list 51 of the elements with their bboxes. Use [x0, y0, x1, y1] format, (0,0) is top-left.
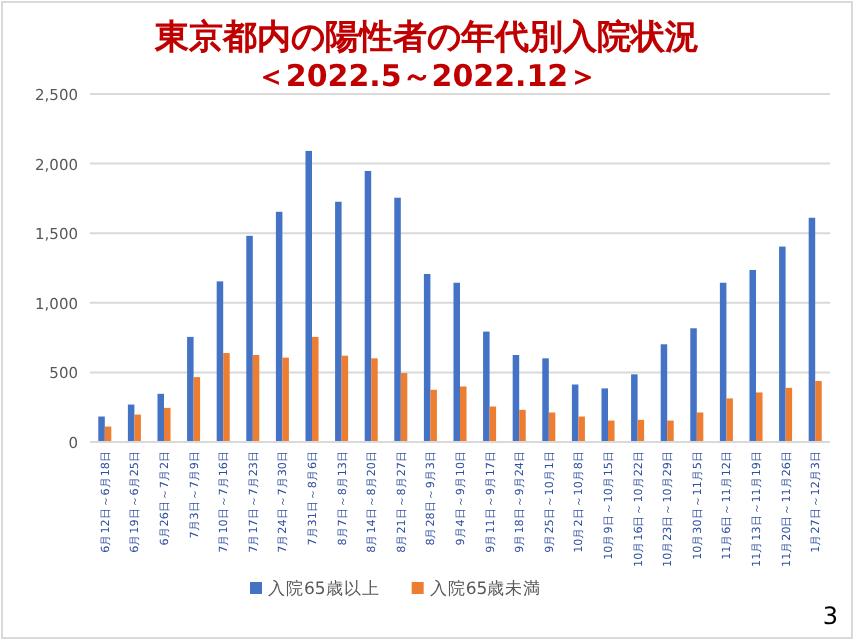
bar [571, 384, 579, 442]
bar [815, 381, 822, 442]
bar [223, 353, 230, 442]
bar [631, 374, 638, 442]
bar [430, 389, 437, 442]
bar [690, 328, 697, 442]
bar [423, 273, 431, 442]
bar [696, 412, 704, 442]
bar [749, 269, 756, 442]
bar [157, 393, 164, 442]
chart-subtitle: ＜2022.5～2022.12＞ [255, 58, 599, 94]
bar [460, 386, 467, 442]
legend-label: 入院65歳未満 [429, 578, 542, 600]
bar [779, 246, 786, 442]
bar [548, 412, 556, 442]
bar [578, 416, 585, 442]
bar [453, 282, 460, 442]
bar [216, 281, 224, 442]
bar [187, 336, 194, 442]
bar [512, 355, 520, 442]
chart-title: 東京都内の陽性者の年代別入院状況 [153, 18, 699, 58]
bar [608, 420, 615, 442]
bar [785, 387, 793, 442]
bar [134, 414, 141, 442]
bar [667, 420, 674, 442]
bar [282, 357, 289, 442]
bar [335, 201, 342, 442]
bar [719, 282, 727, 442]
bar [808, 217, 816, 442]
bar [275, 211, 283, 442]
bar [660, 344, 668, 442]
bar [483, 331, 490, 442]
bar [164, 407, 171, 442]
bar [601, 388, 608, 442]
bar [98, 416, 105, 442]
bar [519, 409, 526, 442]
bar [305, 150, 312, 442]
bar [394, 197, 401, 442]
bar [341, 355, 349, 442]
legend-label: 入院65歳以上 [268, 578, 380, 600]
bar [246, 235, 253, 442]
bar [371, 358, 378, 442]
bar [542, 358, 549, 442]
bar [252, 355, 260, 442]
bar [193, 377, 201, 442]
bar [400, 373, 408, 442]
bar [312, 336, 319, 442]
bar [756, 392, 763, 442]
bar [726, 398, 733, 442]
bar [364, 170, 372, 442]
text: 3 [822, 602, 838, 630]
